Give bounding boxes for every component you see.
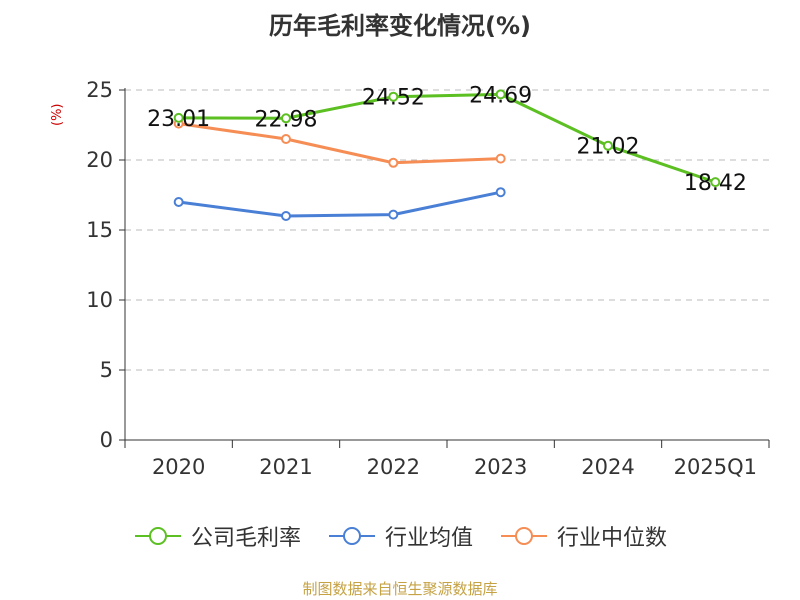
data-point xyxy=(388,91,399,102)
data-label: 18.42 xyxy=(684,171,747,196)
legend-label: 公司毛利率 xyxy=(190,526,301,551)
data-point xyxy=(710,177,721,188)
x-tick-label: 2021 xyxy=(259,455,312,479)
data-point xyxy=(603,140,613,151)
series-line xyxy=(178,190,501,218)
data-label: 23.01 xyxy=(147,107,210,132)
legend-line-marker-icon xyxy=(328,527,375,545)
data-label: 22.98 xyxy=(255,107,318,132)
legend-label: 行业中位数 xyxy=(557,526,668,551)
y-tick-label: 10 xyxy=(86,288,113,312)
data-point xyxy=(495,187,506,198)
series-line xyxy=(178,92,716,184)
data-point xyxy=(495,153,506,164)
chart-title: 历年毛利率变化情况(%) xyxy=(269,12,531,40)
legend-line-marker-icon xyxy=(501,527,547,545)
data-point xyxy=(388,209,399,220)
legend: 公司毛利率 行业均值 行业中位数 xyxy=(0,520,800,552)
data-label: 21.02 xyxy=(577,135,640,160)
data-point xyxy=(281,113,291,124)
legend-item-company-margin[interactable]: 公司毛利率 xyxy=(133,520,301,552)
y-tick-label: 20 xyxy=(86,148,113,172)
legend-label: 行业均值 xyxy=(384,526,473,551)
legend-item-industry-median[interactable]: 行业中位数 xyxy=(499,520,667,552)
data-point xyxy=(173,197,184,207)
series-line xyxy=(178,122,501,165)
y-tick-label: 15 xyxy=(86,218,113,242)
data-point xyxy=(281,134,291,144)
data-point xyxy=(388,157,399,168)
x-tick-label: 2025Q1 xyxy=(674,455,757,479)
data-point xyxy=(173,112,184,123)
legend-item-industry-mean[interactable]: 行业均值 xyxy=(327,520,473,552)
x-tick-label: 2024 xyxy=(581,455,634,479)
data-label: 24.69 xyxy=(469,83,532,108)
y-tick-label: 0 xyxy=(100,428,113,452)
x-tick-label: 2023 xyxy=(474,455,527,479)
data-label: 24.52 xyxy=(362,86,425,111)
y-tick-label: 25 xyxy=(86,78,113,102)
x-tick-label: 2020 xyxy=(152,455,205,479)
data-point xyxy=(281,211,291,221)
y-tick-label: 5 xyxy=(100,358,113,382)
source-footer: 制图数据来自恒生聚源数据库 xyxy=(302,580,498,598)
legend-line-marker-icon xyxy=(134,527,181,545)
x-tick-label: 2022 xyxy=(367,455,420,479)
data-point xyxy=(495,89,506,100)
